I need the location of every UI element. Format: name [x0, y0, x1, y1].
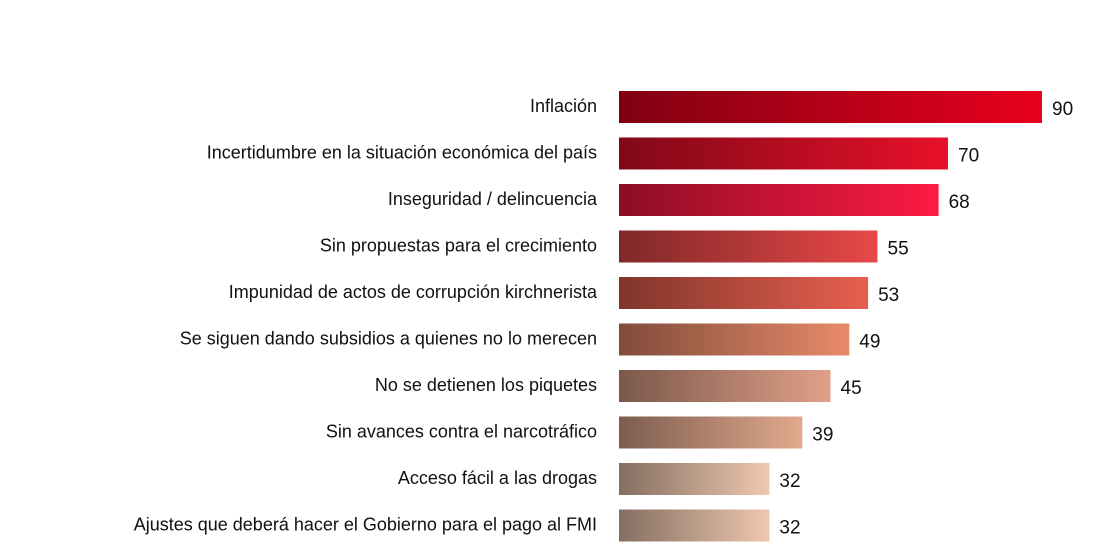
category-label: Incertidumbre en la situación económica …: [207, 142, 597, 162]
value-label: 55: [888, 239, 909, 260]
value-label: 49: [859, 332, 880, 353]
bar: [619, 323, 850, 356]
category-label: Acceso fácil a las drogas: [398, 468, 597, 488]
value-label: 90: [1052, 99, 1073, 120]
value-label: 32: [779, 518, 800, 539]
value-label: 68: [949, 192, 970, 213]
category-label: Inseguridad / delincuencia: [388, 189, 598, 209]
category-label: Sin avances contra el narcotráfico: [326, 421, 597, 441]
category-label: Inflación: [530, 96, 597, 116]
category-label: Sin propuestas para el crecimiento: [320, 235, 597, 255]
bar: [619, 137, 948, 170]
bar: [619, 277, 869, 309]
bar: [619, 463, 770, 495]
bar: [619, 184, 939, 216]
bar: [619, 230, 878, 263]
value-label: 70: [958, 146, 979, 167]
category-label: No se detienen los piquetes: [375, 375, 597, 395]
bar: [619, 416, 803, 449]
value-label: 53: [878, 285, 899, 306]
value-label: 32: [779, 471, 800, 492]
bar: [619, 509, 770, 542]
category-label: Se siguen dando subsidios a quienes no l…: [180, 328, 597, 348]
bar: [619, 370, 831, 402]
category-label: Ajustes que deberá hacer el Gobierno par…: [134, 514, 597, 534]
bar: [619, 91, 1042, 123]
category-label: Impunidad de actos de corrupción kirchne…: [229, 282, 598, 302]
value-label: 45: [841, 378, 862, 399]
value-label: 39: [812, 425, 833, 446]
